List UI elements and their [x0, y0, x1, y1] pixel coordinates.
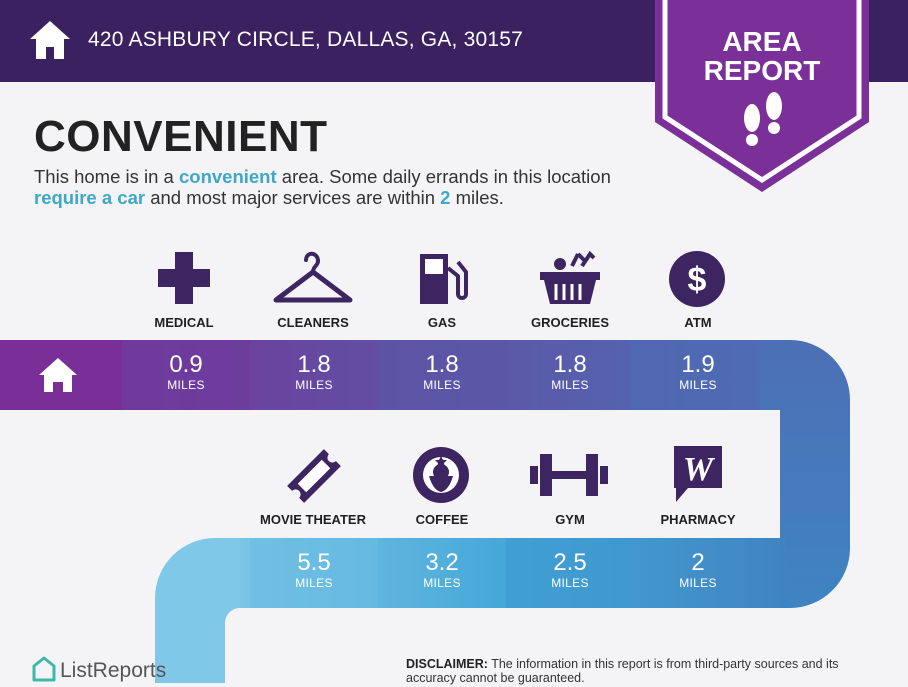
page-title: CONVENIENT: [34, 112, 328, 161]
distance-gas: 1.8 MILES: [423, 351, 461, 393]
description-text: This home is in a convenient area. Some …: [34, 166, 611, 208]
service-label-pharmacy: PHARMACY: [660, 512, 736, 527]
starbucks-logo-icon: [413, 447, 469, 503]
svg-text:W: W: [683, 451, 716, 488]
badge-line1: AREA: [722, 26, 802, 57]
distance-gym: 2.5 MILES: [551, 549, 589, 591]
service-label-movie-theater: MOVIE THEATER: [260, 512, 366, 527]
service-label-medical: MEDICAL: [154, 315, 214, 330]
service-label-gym: GYM: [555, 512, 585, 527]
address-text: 420 ASHBURY CIRCLE, DALLAS, GA, 30157: [88, 28, 524, 51]
service-label-groceries: GROCERIES: [530, 315, 609, 330]
walgreens-logo-icon: W: [674, 446, 722, 502]
distance-cleaners: 1.8 MILES: [295, 351, 333, 393]
distance-pharmacy: 2 MILES: [679, 549, 717, 591]
service-label-gas: GAS: [427, 315, 457, 330]
service-label-coffee: COFFEE: [415, 512, 469, 527]
distance-medical: 0.9 MILES: [167, 351, 205, 393]
gas-pump-icon: [420, 254, 468, 304]
dollar-icon: $: [669, 251, 725, 307]
service-label-cleaners: CLEANERS: [277, 315, 349, 330]
svg-text:$: $: [688, 261, 707, 299]
footprints-icon: [744, 92, 782, 146]
distance-atm: 1.9 MILES: [679, 351, 717, 393]
distance-groceries: 1.8 MILES: [551, 351, 589, 393]
home-icon: [30, 21, 70, 59]
distance-coffee: 3.2 MILES: [423, 549, 461, 591]
listreports-house-icon: [32, 656, 56, 682]
grocery-basket-icon: [540, 250, 600, 304]
distance-movie-theater: 5.5 MILES: [295, 549, 333, 591]
badge-line2: REPORT: [703, 55, 821, 86]
listreports-brand: ListReports: [60, 659, 167, 682]
hanger-icon: [273, 251, 353, 303]
dumbbell-icon: [530, 454, 608, 496]
disclaimer-text: DISCLAIMER: The information in this repo…: [406, 657, 839, 685]
medical-cross-icon: [158, 252, 210, 304]
service-label-atm: ATM: [684, 315, 712, 330]
route-start-home-icon: [39, 358, 77, 392]
listreports-logo: ListReports: [32, 656, 166, 687]
ticket-icon: [287, 449, 341, 503]
area-report-badge: AREA REPORT: [655, 0, 869, 197]
